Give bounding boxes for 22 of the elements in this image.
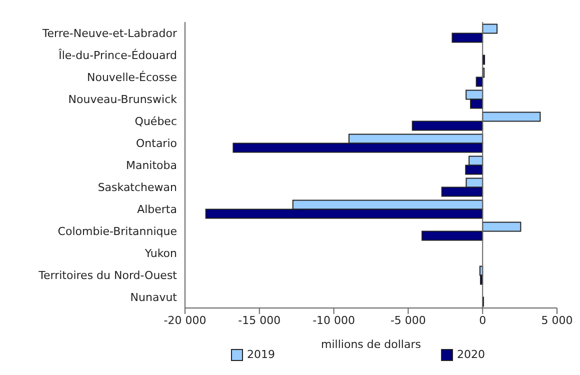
y-tick-label: Nouveau-Brunswick bbox=[68, 92, 178, 106]
y-tick-label: Nunavut bbox=[130, 290, 178, 304]
x-tick-label: -20 000 bbox=[164, 314, 206, 327]
y-tick-label: Île-du-Prince-Édouard bbox=[58, 48, 177, 62]
legend-label: 2019 bbox=[247, 348, 275, 361]
y-tick-label: Manitoba bbox=[126, 158, 177, 172]
legend-label: 2020 bbox=[457, 348, 485, 361]
y-tick-label: Colombie-Britannique bbox=[58, 224, 178, 238]
y-tick-label: Yukon bbox=[144, 246, 178, 260]
y-tick-label: Nouvelle-Écosse bbox=[86, 70, 178, 84]
y-tick-label: Québec bbox=[134, 114, 177, 128]
x-tick-label: -10 000 bbox=[312, 314, 356, 327]
y-tick-label: Alberta bbox=[137, 202, 177, 216]
y-tick-label: Territoires du Nord-Ouest bbox=[38, 268, 178, 282]
y-tick-label: Ontario bbox=[136, 136, 178, 150]
y-tick-label: Saskatchewan bbox=[98, 180, 178, 194]
x-axis-title: millions de dollars bbox=[321, 338, 422, 351]
y-tick-label: Terre-Neuve-et-Labrador bbox=[41, 26, 178, 40]
x-tick-label: 0 bbox=[479, 314, 486, 327]
x-tick-label: -5 000 bbox=[390, 314, 426, 327]
x-tick-label: 5 000 bbox=[541, 314, 573, 327]
x-tick-label: -15 000 bbox=[238, 314, 281, 327]
